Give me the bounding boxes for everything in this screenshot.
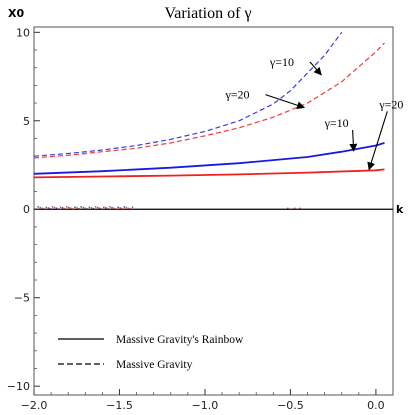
- noise-point: [287, 207, 289, 209]
- x-tick-label: −0.5: [277, 399, 304, 412]
- noise-point: [68, 206, 70, 209]
- x-tick-label: −1.5: [106, 399, 133, 412]
- series-line-1-dashed: [33, 31, 343, 157]
- noise-point: [96, 206, 99, 209]
- series-line-2-dashed: [33, 42, 385, 159]
- noise-point: [72, 208, 74, 210]
- noise-point: [125, 206, 127, 209]
- noise-point: [82, 206, 84, 209]
- annotation-arrow-3: [349, 129, 358, 152]
- noise-point: [66, 206, 68, 208]
- noise-point: [64, 207, 66, 210]
- noise-point: [74, 206, 76, 208]
- y-axis-label: X0: [8, 7, 24, 20]
- noise-point: [43, 208, 45, 210]
- legend-label: Massive Gravity: [116, 359, 193, 371]
- y-tick-label: 0: [23, 203, 30, 216]
- noise-point: [103, 206, 105, 208]
- series-line-4-solid: [33, 168, 385, 179]
- noise-point: [123, 206, 125, 208]
- noise-point: [131, 206, 134, 208]
- annotation-label-1: γ=10: [269, 55, 294, 69]
- noise-point: [111, 206, 113, 209]
- y-tick-label: 5: [23, 115, 30, 128]
- annotation-arrow-2: [265, 94, 306, 110]
- y-tick-label: −10: [7, 380, 30, 393]
- y-tick-label: 10: [16, 26, 30, 39]
- annotation-arrow-1: [309, 61, 322, 76]
- noise-point: [37, 206, 39, 208]
- x-axis-label: k: [396, 203, 404, 216]
- noise-point: [299, 207, 301, 209]
- noise-point: [101, 208, 103, 210]
- noise-point: [107, 207, 109, 210]
- noise-point: [92, 207, 95, 210]
- noise-point: [86, 208, 89, 210]
- noise-point: [78, 207, 80, 210]
- noise-point: [88, 206, 91, 208]
- noise-point: [53, 206, 56, 209]
- noise-point: [55, 207, 58, 209]
- annotation-label-4: γ=20: [378, 97, 403, 111]
- noise-point: [49, 207, 52, 210]
- noise-point: [127, 207, 130, 209]
- noise-point: [105, 207, 107, 209]
- legend-label: Massive Gravity's Rainbow: [116, 334, 244, 346]
- x-tick-label: −2.0: [21, 399, 48, 412]
- noise-point: [70, 207, 72, 209]
- y-tick-label: −5: [14, 292, 30, 305]
- plot-frame: [33, 26, 394, 396]
- noise-point: [84, 207, 86, 209]
- noise-point: [109, 206, 111, 208]
- noise-point: [60, 206, 62, 208]
- annotation-label-2: γ=20: [224, 88, 249, 102]
- noise-point: [129, 208, 132, 210]
- annotation-arrow-4: [367, 111, 388, 171]
- noise-point: [80, 206, 82, 208]
- noise-point: [41, 207, 43, 209]
- x-tick-label: 0.0: [367, 399, 385, 412]
- x-tick-label: −1.0: [192, 399, 219, 412]
- noise-point: [51, 206, 54, 208]
- noise-point: [121, 207, 123, 210]
- chart-title: Variation of γ: [164, 5, 251, 22]
- noise-point: [99, 207, 101, 209]
- noise-point: [293, 207, 296, 209]
- noise-point: [45, 206, 47, 208]
- noise-point: [94, 206, 97, 208]
- noise-point: [47, 207, 50, 209]
- noise-point: [115, 208, 117, 210]
- noise-point: [76, 207, 78, 209]
- noise-point: [62, 207, 64, 209]
- noise-point: [39, 206, 41, 209]
- noise-point: [117, 206, 119, 208]
- noise-point: [119, 207, 121, 209]
- noise-point: [90, 207, 93, 209]
- series-line-3-solid: [33, 142, 385, 175]
- annotation-label-3: γ=10: [324, 116, 349, 130]
- noise-point: [57, 208, 60, 210]
- noise-point: [113, 207, 115, 209]
